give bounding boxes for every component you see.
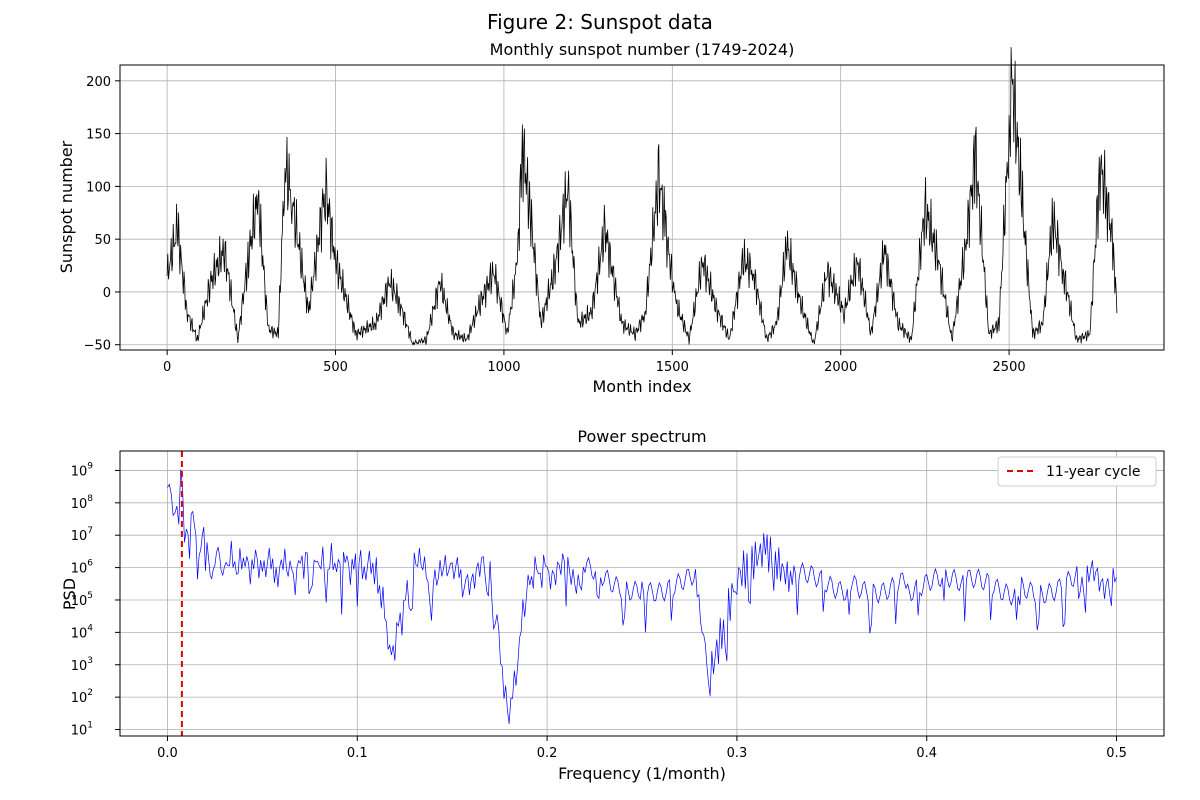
top-y-tick-label: 100: [86, 180, 111, 195]
bottom-x-tick-label: 0.2: [537, 746, 558, 761]
top-x-tick-label: 1000: [487, 360, 520, 375]
bottom-y-tick-label: 102: [71, 688, 93, 706]
legend-box: [997, 456, 1157, 487]
bottom-y-axis-label: PSD: [60, 578, 79, 610]
top-ticks: 0 500 1000 1500 2000 2500 −50 0 50 100 150 200: [84, 75, 1026, 375]
bottom-grid: [120, 451, 1164, 736]
bottom-y-tick-label: 108: [71, 494, 94, 512]
sunspot-time-series-chart: Monthly sunspot number (1749-2024) 0 500 1…: [57, 40, 1165, 396]
bottom-x-tick-label: 0.4: [916, 746, 937, 761]
top-chart-title: Monthly sunspot number (1749-2024): [490, 40, 795, 59]
psd-series-line: [167, 469, 1117, 724]
bottom-chart-title: Power spectrum: [577, 427, 706, 446]
bottom-x-tick-label: 0.5: [1106, 746, 1127, 761]
top-x-tick-label: 2500: [993, 360, 1026, 375]
bottom-x-tick-label: 0.1: [347, 746, 368, 761]
top-y-tick-label: 150: [86, 128, 111, 143]
bottom-y-tick-label: 103: [71, 656, 93, 674]
bottom-x-tick-label: 0.0: [157, 746, 178, 761]
bottom-plot-frame: [119, 450, 1165, 737]
legend-label: 11-year cycle: [1046, 464, 1141, 480]
top-y-tick-label: 200: [86, 75, 111, 90]
top-x-axis-label: Month index: [592, 377, 691, 396]
figure-title: Figure 2: Sunspot data: [487, 10, 713, 34]
sunspot-series-line: [166, 47, 1118, 346]
bottom-y-tick-label: 109: [71, 461, 94, 479]
bottom-y-tick-label: 107: [71, 526, 93, 544]
top-x-tick-label: 0: [163, 360, 171, 375]
bottom-y-tick-label: 104: [71, 623, 94, 641]
top-y-tick-label: −50: [84, 339, 111, 354]
bottom-x-tick-label: 0.3: [727, 746, 748, 761]
top-y-axis-label: Sunspot number: [57, 140, 76, 273]
top-y-tick-label: 0: [103, 286, 111, 301]
top-x-tick-label: 1500: [656, 360, 689, 375]
top-grid: [120, 65, 1164, 350]
bottom-x-axis-label: Frequency (1/month): [558, 764, 726, 783]
top-y-tick-label: 50: [94, 233, 111, 248]
legend: 11-year cycle: [997, 456, 1157, 487]
top-plot-frame: [119, 64, 1165, 351]
bottom-y-tick-label: 106: [71, 559, 94, 577]
bottom-y-tick-label: 101: [71, 721, 93, 739]
top-x-tick-label: 500: [323, 360, 348, 375]
top-x-tick-label: 2000: [824, 360, 857, 375]
bottom-ticks: 0.0 0.1 0.2 0.3 0.4 0.51011021031041051061071…: [71, 461, 1127, 761]
power-spectrum-chart: Power spectrum 0.0 0.1 0.2 0.3 0.4 0.5 101 102 1…: [60, 427, 1165, 783]
